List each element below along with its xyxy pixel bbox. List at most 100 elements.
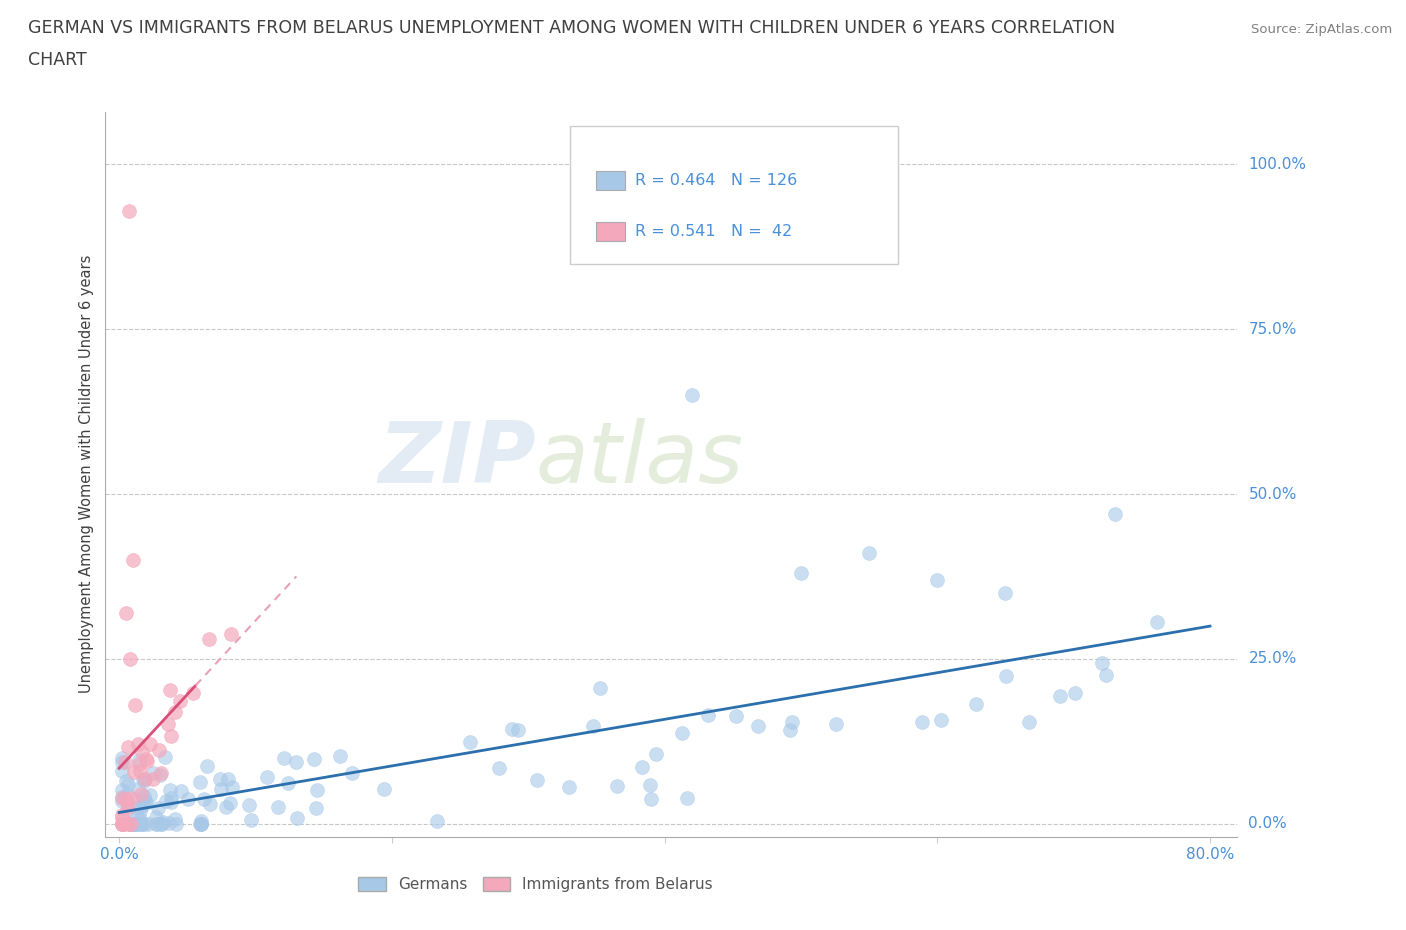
Point — [217, 772, 239, 787]
Point — [208, 771, 231, 786]
Point — [671, 726, 693, 741]
Point — [111, 764, 134, 778]
Text: Source: ZipAtlas.com: Source: ZipAtlas.com — [1251, 23, 1392, 36]
Point — [927, 572, 949, 587]
Point — [606, 779, 628, 794]
Point — [215, 800, 238, 815]
Point — [129, 792, 152, 807]
Point — [681, 388, 703, 403]
FancyBboxPatch shape — [596, 171, 624, 190]
Point — [134, 789, 156, 804]
Point — [134, 771, 156, 786]
Text: 100.0%: 100.0% — [1249, 157, 1306, 172]
Point — [135, 794, 157, 809]
Point — [145, 817, 167, 831]
Point — [124, 817, 146, 831]
Point — [238, 797, 260, 812]
Text: R = 0.541   N =  42: R = 0.541 N = 42 — [636, 224, 793, 239]
Point — [111, 751, 134, 765]
Point — [159, 783, 181, 798]
Point — [129, 804, 152, 818]
Point — [136, 817, 159, 831]
Point — [146, 817, 169, 831]
Point — [127, 817, 149, 831]
Point — [120, 817, 142, 831]
Point — [240, 813, 263, 828]
Point — [142, 766, 165, 781]
Point — [640, 791, 662, 806]
Point — [117, 787, 139, 802]
Point — [582, 719, 605, 734]
Point — [198, 631, 221, 646]
Point — [159, 795, 181, 810]
Point — [111, 790, 134, 805]
Point — [112, 817, 135, 831]
Point — [111, 754, 134, 769]
Point — [631, 760, 654, 775]
Text: 25.0%: 25.0% — [1249, 651, 1296, 667]
Text: 75.0%: 75.0% — [1249, 322, 1296, 337]
Point — [508, 723, 530, 737]
Point — [132, 772, 155, 787]
Point — [221, 779, 243, 794]
Point — [124, 817, 146, 831]
Point — [128, 800, 150, 815]
FancyBboxPatch shape — [596, 222, 624, 241]
Point — [329, 749, 352, 764]
Point — [190, 814, 212, 829]
Point — [120, 817, 142, 831]
Point — [169, 693, 191, 708]
Point — [929, 712, 952, 727]
Point — [645, 747, 668, 762]
Point — [122, 817, 145, 831]
Point — [159, 683, 181, 698]
Point — [153, 750, 176, 764]
Point — [188, 817, 211, 831]
Point — [209, 782, 232, 797]
Point — [1091, 656, 1114, 671]
Point — [163, 812, 186, 827]
Point — [782, 714, 804, 729]
Point — [638, 777, 661, 792]
Point — [157, 717, 180, 732]
Point — [128, 757, 150, 772]
Point — [124, 817, 146, 831]
Point — [195, 758, 218, 773]
Point — [131, 817, 153, 831]
Point — [190, 817, 212, 831]
Text: 0.0%: 0.0% — [1249, 817, 1286, 831]
Point — [111, 817, 134, 831]
Point — [825, 716, 848, 731]
Point — [1018, 714, 1040, 729]
Point — [122, 764, 145, 779]
Point — [267, 799, 290, 814]
Point — [134, 817, 156, 831]
Point — [131, 745, 153, 760]
Point — [115, 605, 138, 620]
Point — [589, 680, 612, 695]
Point — [131, 798, 153, 813]
Point — [200, 796, 222, 811]
Point — [134, 774, 156, 789]
Point — [115, 773, 138, 788]
Point — [134, 794, 156, 809]
Point — [675, 790, 697, 805]
Point — [426, 814, 449, 829]
Point — [112, 817, 135, 831]
Point — [501, 721, 523, 736]
Point — [115, 803, 138, 817]
Point — [1064, 686, 1087, 701]
Point — [142, 772, 165, 787]
Text: ZIP: ZIP — [378, 418, 536, 501]
Point — [111, 783, 134, 798]
Point — [127, 810, 149, 825]
Point — [277, 776, 299, 790]
Point — [165, 705, 187, 720]
Point — [150, 817, 173, 831]
Point — [285, 810, 308, 825]
Point — [159, 790, 181, 805]
Point — [115, 794, 138, 809]
Point — [696, 708, 718, 723]
Point — [118, 817, 141, 831]
Point — [121, 790, 143, 805]
